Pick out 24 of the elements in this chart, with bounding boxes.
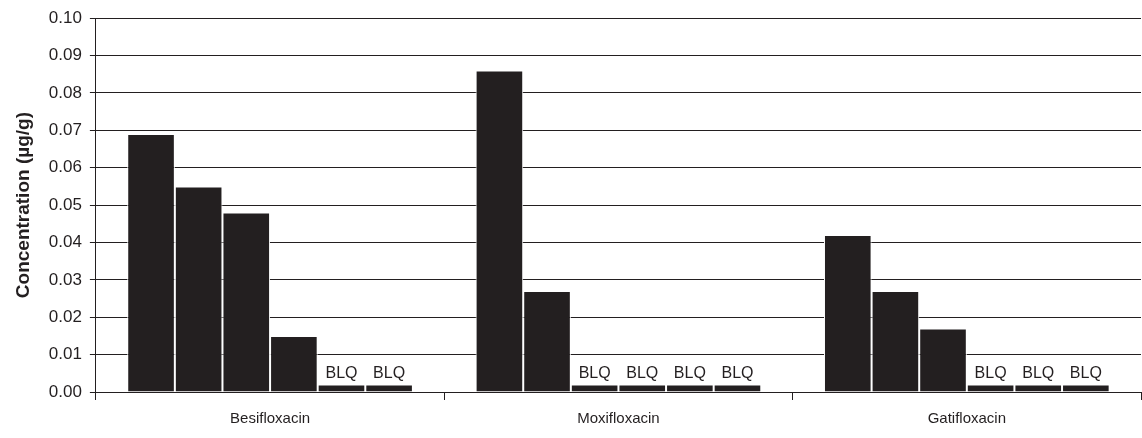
y-tick-label: 0.08 bbox=[48, 82, 82, 102]
data-label: BLQ bbox=[673, 363, 706, 381]
y-tick-label: 0.03 bbox=[48, 269, 82, 289]
y-axis-title: Concentration (µg/g) bbox=[11, 112, 33, 299]
x-tick-label: Gatifloxacin bbox=[927, 409, 1006, 427]
data-label: BLQ bbox=[578, 363, 611, 381]
data-label: BLQ bbox=[721, 363, 754, 381]
y-tick-label: 0.09 bbox=[48, 45, 82, 65]
y-tick-label: 0.05 bbox=[48, 194, 82, 214]
x-tick-label: Besifloxacin bbox=[230, 409, 311, 427]
y-tick-label: 0.06 bbox=[48, 157, 82, 177]
data-label: BLQ bbox=[325, 363, 358, 381]
data-label: BLQ bbox=[626, 363, 659, 381]
y-tick-label: 0.02 bbox=[48, 306, 82, 326]
y-tick-label: 0.07 bbox=[48, 120, 82, 140]
data-label: BLQ bbox=[1069, 363, 1102, 381]
y-tick-label: 0.04 bbox=[48, 232, 82, 252]
data-label: BLQ bbox=[974, 363, 1007, 381]
data-label: BLQ bbox=[1022, 363, 1055, 381]
y-tick-label: 0.01 bbox=[48, 344, 82, 364]
data-label: BLQ bbox=[373, 363, 406, 381]
y-tick-label: 0.00 bbox=[48, 381, 82, 401]
y-tick-label: 0.10 bbox=[48, 7, 82, 27]
x-tick-label: Moxifloxacin bbox=[577, 409, 660, 427]
